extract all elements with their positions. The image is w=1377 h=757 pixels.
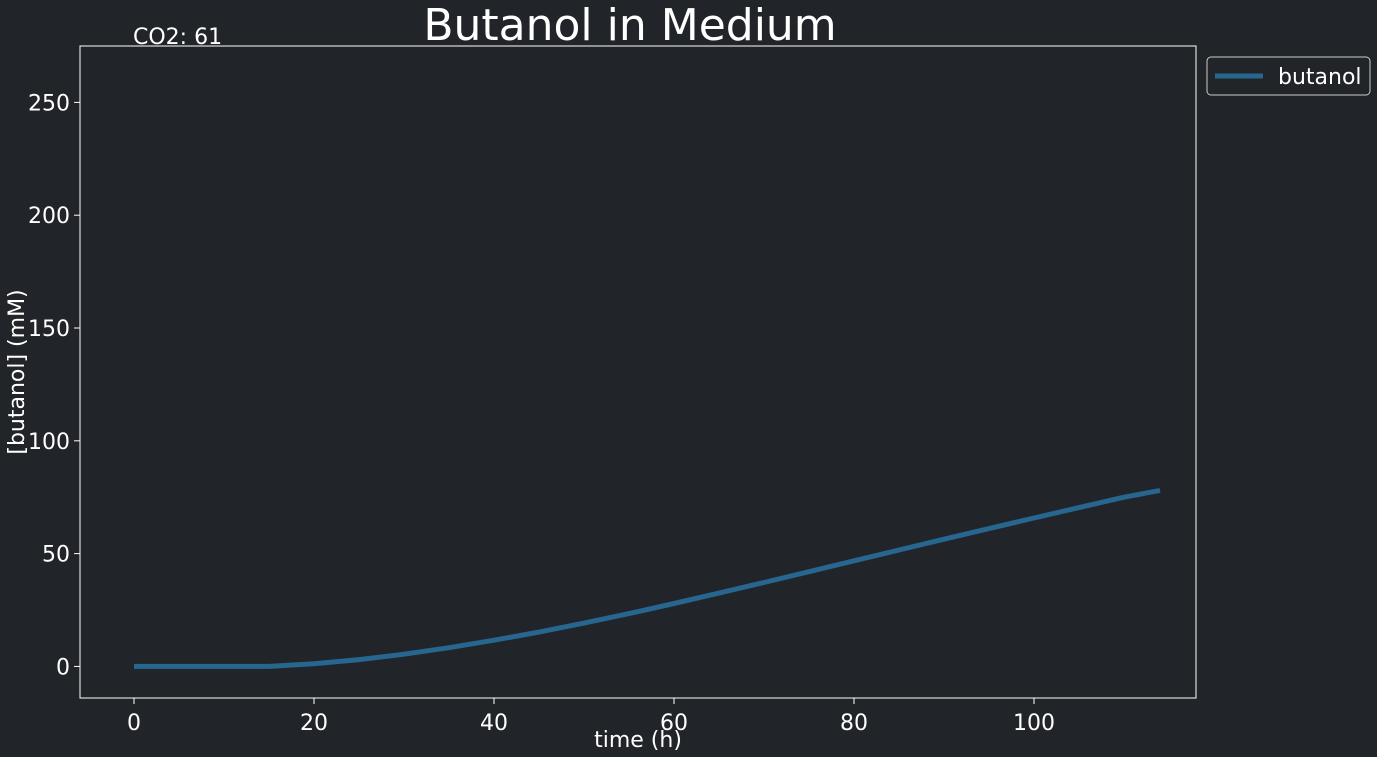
y-axis: 0 50 100 150 200 250 [28, 91, 80, 680]
x-tick-label: 0 [127, 711, 141, 736]
x-axis: 0 20 40 60 80 100 [127, 698, 1055, 736]
y-tick-label: 150 [28, 317, 70, 342]
chart-title: Butanol in Medium [423, 0, 836, 51]
legend: butanol [1206, 56, 1371, 96]
x-tick-label: 80 [840, 711, 868, 736]
x-tick-label: 40 [480, 711, 508, 736]
y-tick-label: 50 [42, 543, 70, 568]
plot-area [79, 45, 1197, 699]
x-tick-label: 20 [300, 711, 328, 736]
y-tick-label: 200 [28, 204, 70, 229]
x-tick-label: 100 [1013, 711, 1055, 736]
legend-box [1206, 56, 1371, 96]
y-tick-label: 0 [56, 655, 70, 680]
y-axis-label: [butanol] (mM) [5, 289, 30, 454]
y-tick-label: 100 [28, 430, 70, 455]
x-axis-label: time (h) [594, 728, 682, 753]
series-layer [134, 487, 1161, 669]
x-tick-label: 60 [660, 711, 688, 736]
legend-label: butanol [1278, 65, 1362, 90]
y-tick-label: 250 [28, 91, 70, 116]
series-line-butanol [134, 487, 1161, 669]
